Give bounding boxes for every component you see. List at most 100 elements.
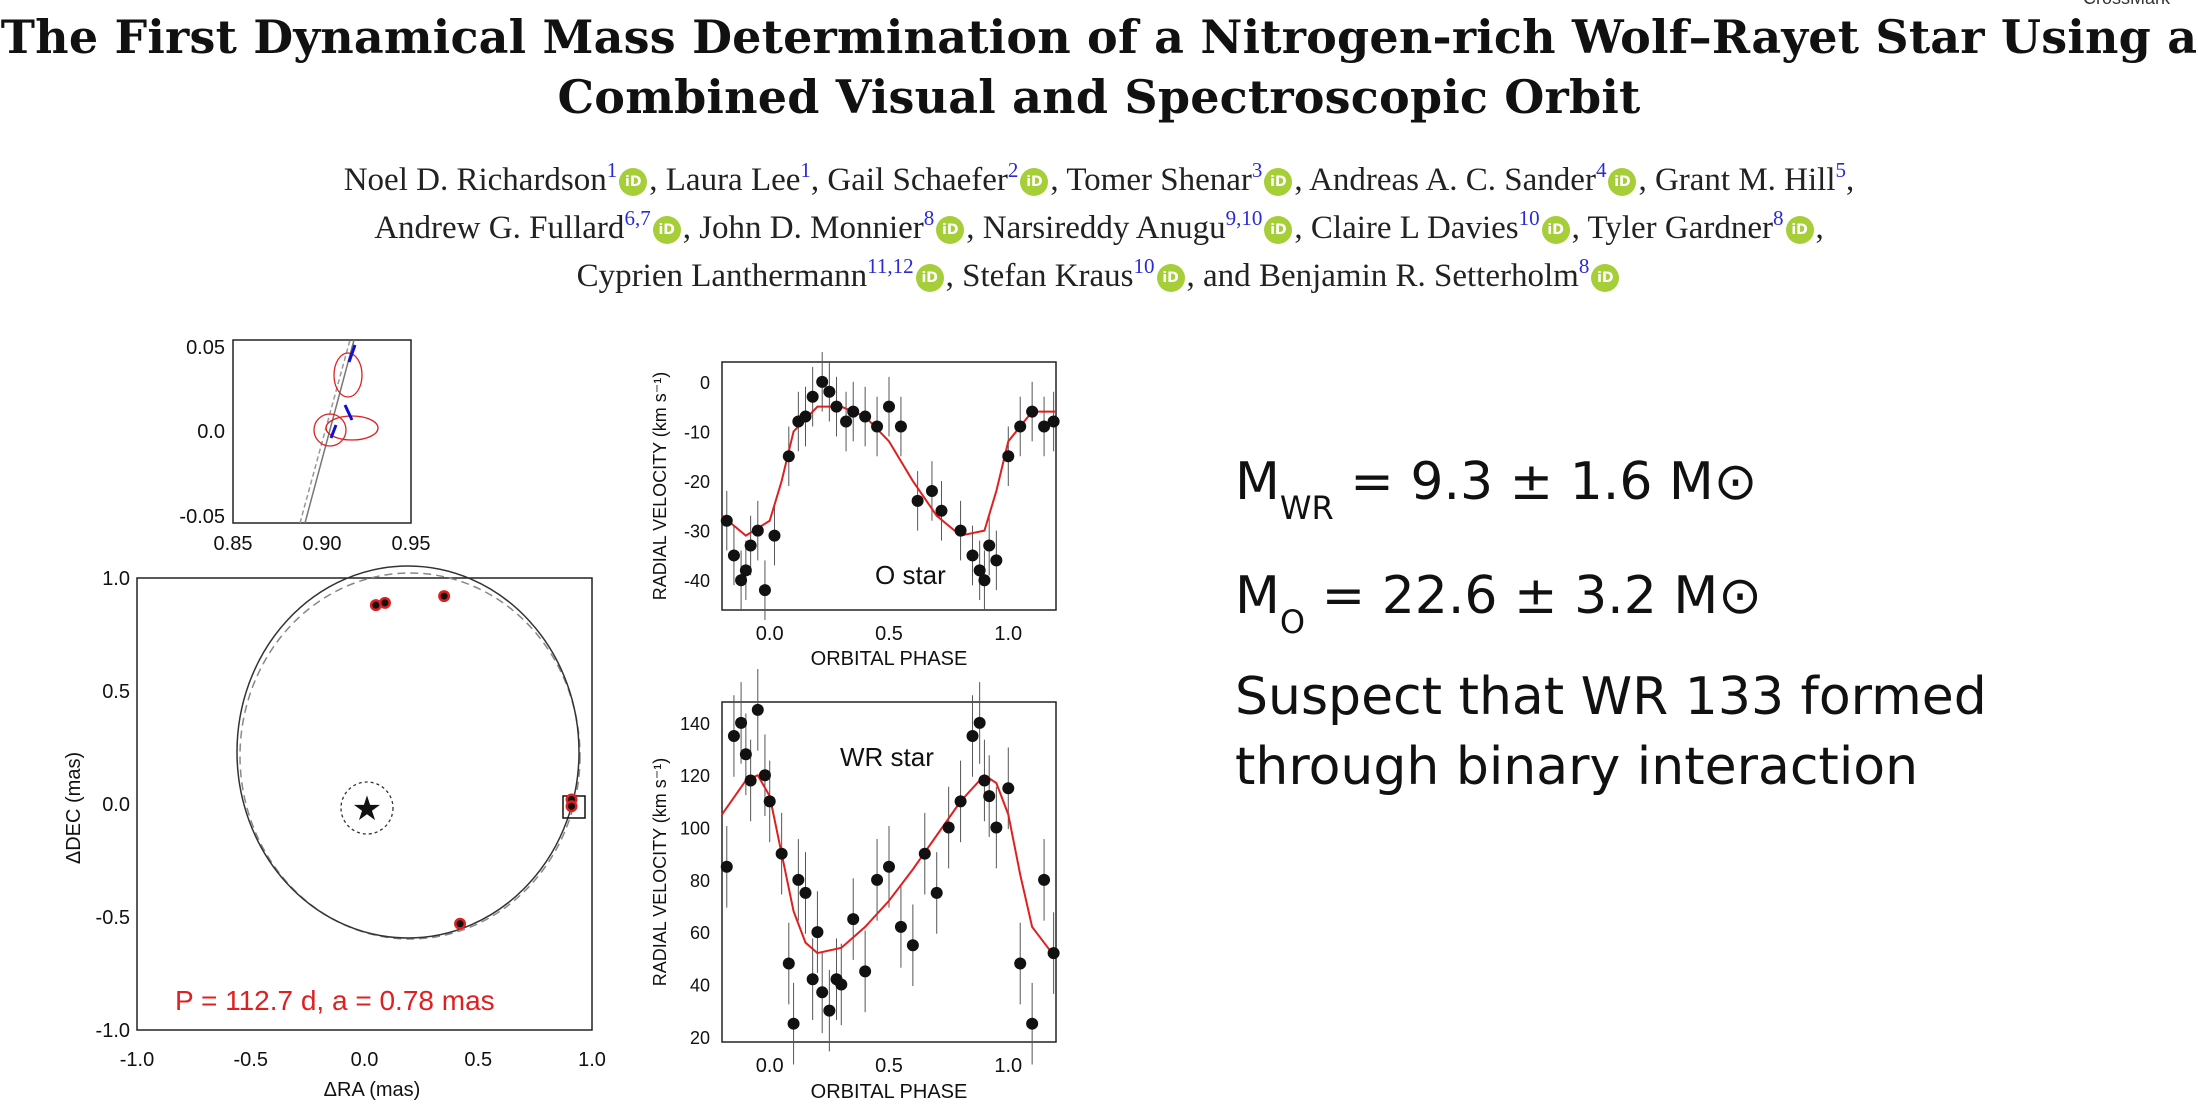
orcid-icon[interactable]: iD bbox=[1156, 264, 1185, 293]
rv-data-point bbox=[823, 1004, 836, 1017]
author-affiliation-link[interactable]: 1 bbox=[800, 158, 811, 182]
tick-label: 1.0 bbox=[578, 1049, 606, 1071]
visual-orbit-plot: ★ -1.0 -0.5 0.0 0.5 1.0 1.0 0.5 0.0 -0.5 -1.0 P =… bbox=[63, 565, 606, 1101]
orbit-zoom-error-ellipse bbox=[325, 415, 379, 441]
rv-data-point bbox=[763, 795, 776, 808]
tick-label: -0.05 bbox=[179, 506, 225, 528]
orcid-icon[interactable]: iD bbox=[619, 168, 648, 197]
author-affiliation-link[interactable]: 2 bbox=[1007, 158, 1019, 182]
mass-symbol: M bbox=[1235, 566, 1280, 626]
orcid-icon[interactable]: iD bbox=[1591, 264, 1620, 293]
orbit-zoom-residual-vector bbox=[329, 424, 338, 439]
tick-label: 1.0 bbox=[102, 568, 130, 590]
rv-data-point bbox=[906, 939, 919, 952]
author-affiliation-link[interactable]: 6,7 bbox=[624, 206, 651, 230]
o-star-tick-labels: 0.0 0.5 1.0 0 -10 -20 -30 -40 bbox=[684, 373, 1022, 645]
author-affiliation-link[interactable]: 9,10 bbox=[1225, 206, 1263, 230]
rv-data-point bbox=[954, 524, 967, 537]
author-list-line-3: Cyprien Lanthermann11,12iD, Stefan Kraus… bbox=[0, 254, 2198, 295]
tick-label: 0.90 bbox=[303, 533, 342, 555]
mass-value: = 9.3 ± 1.6 M bbox=[1333, 452, 1714, 512]
orbit-data-point-core bbox=[568, 802, 576, 810]
rv-data-point bbox=[930, 886, 943, 899]
visual-orbit-tick-labels: -1.0 -0.5 0.0 0.5 1.0 1.0 0.5 0.0 -0.5 -1.0 bbox=[96, 568, 606, 1071]
wr-star-tick-labels: 0.0 0.5 1.0 140 120 100 80 60 40 20 bbox=[680, 714, 1022, 1077]
orbit-parameters-annotation: P = 112.7 d, a = 0.78 mas bbox=[175, 985, 495, 1016]
tick-label: 0.0 bbox=[197, 421, 225, 443]
orbit-zoom-residual-vector bbox=[343, 404, 354, 421]
tick-label: 0.0 bbox=[102, 794, 130, 816]
orbit-data-point-core bbox=[381, 599, 389, 607]
paper-title-line-2: Combined Visual and Spectroscopic Orbit bbox=[557, 70, 1641, 124]
author-separator: , bbox=[1815, 210, 1824, 246]
author-name: Gail Schaefer bbox=[827, 162, 1008, 198]
o-star-rv-model-curve bbox=[721, 405, 1056, 537]
tick-label: 60 bbox=[690, 923, 710, 943]
rv-data-point bbox=[918, 847, 931, 860]
rv-data-point bbox=[720, 514, 733, 527]
author-separator: , bbox=[1846, 162, 1855, 198]
primary-star-icon: ★ bbox=[352, 789, 382, 829]
orbit-x-axis-label: ΔRA (mas) bbox=[324, 1079, 421, 1101]
orcid-icon[interactable]: iD bbox=[652, 216, 681, 245]
orcid-icon[interactable]: iD bbox=[1264, 168, 1293, 197]
wr-star-rv-frame bbox=[721, 701, 1057, 1043]
author-affiliation-link[interactable]: 1 bbox=[606, 158, 618, 182]
orbit-zoom-error-ellipse bbox=[333, 352, 363, 398]
rv-data-point bbox=[935, 504, 948, 517]
orcid-icon[interactable]: iD bbox=[1264, 216, 1293, 245]
tick-label: 20 bbox=[690, 1028, 710, 1048]
rv-data-point bbox=[894, 920, 907, 933]
rv-data-point bbox=[871, 420, 884, 433]
sun-symbol-icon: ⊙ bbox=[1713, 452, 1758, 512]
rv-data-point bbox=[1038, 420, 1051, 433]
rv-data-point bbox=[830, 400, 843, 413]
author-affiliation-link[interactable]: 8 bbox=[923, 206, 935, 230]
tick-label: 1.0 bbox=[994, 623, 1022, 645]
author-affiliation-link[interactable]: 3 bbox=[1251, 158, 1263, 182]
paper-title-line-1: The First Dynamical Mass Determination o… bbox=[0, 10, 2198, 64]
author-list-line-1: Noel D. Richardson1iD, Laura Lee1, Gail … bbox=[0, 158, 2198, 199]
author-affiliation-link[interactable]: 11,12 bbox=[867, 254, 914, 278]
rv-data-point bbox=[835, 978, 848, 991]
rv-data-point bbox=[768, 529, 781, 542]
mass-subscript: WR bbox=[1279, 489, 1334, 527]
rv-data-point bbox=[792, 873, 805, 886]
orcid-icon[interactable]: iD bbox=[1541, 216, 1570, 245]
author-name: Grant M. Hill bbox=[1654, 162, 1836, 198]
o-star-rv-frame bbox=[721, 361, 1057, 611]
orcid-icon[interactable]: iD bbox=[1785, 216, 1814, 245]
author-affiliation-link[interactable]: 4 bbox=[1595, 158, 1607, 182]
rv-data-point bbox=[859, 410, 872, 423]
tick-label: 0.5 bbox=[875, 1055, 903, 1077]
author-affiliation-link[interactable]: 8 bbox=[1578, 254, 1590, 278]
author-list-line-2: Andrew G. Fullard6,7iD, John D. Monnier8… bbox=[0, 206, 2198, 247]
tick-label: -30 bbox=[684, 522, 710, 542]
rv-data-point bbox=[744, 539, 757, 552]
orbit-zoom-tick-labels: 0.85 0.90 0.95 0.05 0.0 -0.05 bbox=[179, 337, 430, 555]
author-name: Andreas A. C. Sander bbox=[1309, 162, 1596, 198]
orcid-icon[interactable]: iD bbox=[1608, 168, 1637, 197]
author-separator: , bbox=[1571, 210, 1588, 246]
rv-data-point bbox=[883, 860, 895, 873]
author-separator: , bbox=[810, 162, 828, 198]
crossmark-label[interactable]: CrossMark bbox=[2083, 0, 2170, 9]
orcid-icon[interactable]: iD bbox=[936, 216, 965, 245]
rv-data-point bbox=[1014, 420, 1027, 433]
rv-data-point bbox=[990, 821, 1003, 834]
rv-data-point bbox=[966, 549, 979, 562]
author-affiliation-link[interactable]: 8 bbox=[1773, 206, 1784, 230]
author-affiliation-link[interactable]: 5 bbox=[1835, 158, 1847, 182]
rv-data-point bbox=[990, 554, 1003, 567]
author-separator: , bbox=[1638, 162, 1655, 198]
orbit-zoom-plot: 0.85 0.90 0.95 0.05 0.0 -0.05 bbox=[179, 337, 430, 555]
orbit-data-point-core bbox=[456, 920, 464, 928]
rv-data-point bbox=[1047, 415, 1060, 428]
tick-label: -1.0 bbox=[120, 1049, 154, 1071]
orcid-icon[interactable]: iD bbox=[1020, 168, 1049, 197]
author-affiliation-link[interactable]: 10 bbox=[1133, 254, 1155, 278]
author-affiliation-link[interactable]: 10 bbox=[1518, 206, 1540, 230]
orcid-icon[interactable]: iD bbox=[915, 264, 944, 293]
rv-data-point bbox=[973, 564, 986, 577]
